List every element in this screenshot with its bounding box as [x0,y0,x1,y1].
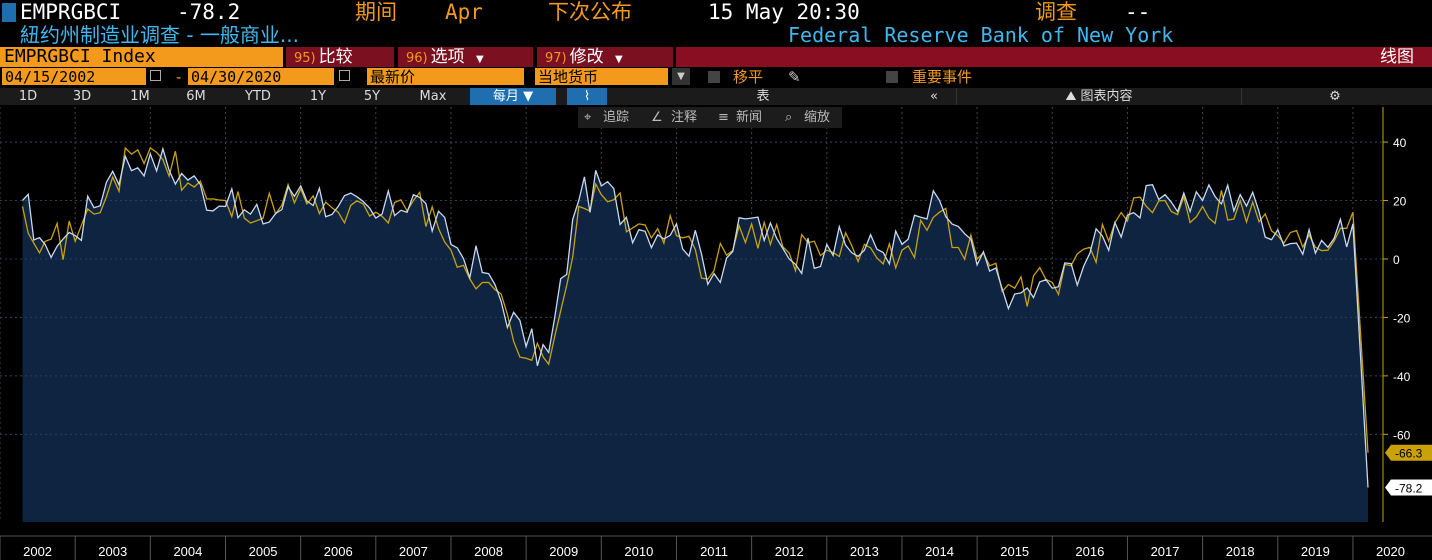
chart-type[interactable]: 线图 [676,47,1432,67]
modify-button[interactable]: 97) 修改 ▼ [537,47,673,67]
shift-label: 移平 [733,68,764,86]
period-6m[interactable]: 6M [186,89,206,104]
frequency-selector[interactable]: 每月 ▼ [470,88,556,105]
news-icon: ≡ [718,110,729,125]
shift-checkbox[interactable] [708,71,720,83]
x-tick-label: 2014 [925,544,954,559]
x-tick-label: 2003 [98,544,127,559]
x-tick-label: 2007 [399,544,428,559]
period-value: Apr [445,0,483,24]
options-button[interactable]: 96) 选项 ▼ [398,47,533,67]
chevron-down-icon[interactable]: ▼ [672,68,690,85]
field-selector[interactable]: 最新价 [367,68,524,86]
start-date-field[interactable]: 04/15/2002 [2,68,146,86]
settings-bar: 04/15/2002 - 04/30/2020 最新价 当地货币 ▼ 移平 ✎ … [0,68,1432,86]
zoom-tool[interactable]: 缩放 [804,110,831,125]
dropdown-icon: ▼ [615,54,623,65]
magnifier-icon: ⌕ [785,110,793,125]
news-tool[interactable]: 新闻 [736,110,763,125]
events-label: 重要事件 [912,68,973,86]
line-chart-icon[interactable]: ⌇ [567,88,607,105]
data-source: Federal Reserve Bank of New York [788,23,1174,47]
end-date-field[interactable]: 04/30/2020 [188,68,334,86]
description-bar: 紐约州制造业调查 - 一般商业... Federal Reserve Bank … [0,24,1432,46]
x-tick-label: 2018 [1226,544,1255,559]
period-max[interactable]: Max [419,89,447,104]
last-value-tag-white: -78.2 [1395,482,1423,496]
series-area-fill [22,148,1368,522]
gear-icon[interactable]: ⚙ [1329,89,1341,104]
x-tick-label: 2005 [249,544,278,559]
security-field[interactable]: EMPRGBCI Index [0,47,283,67]
x-tick-label: 2016 [1075,544,1104,559]
series-line-yellow [21,146,1369,453]
ticker-symbol[interactable]: EMPRGBCI [20,0,122,24]
survey-label: 调查 [1035,0,1077,24]
series-line-white [22,146,1369,488]
annotate-tool[interactable]: 注释 [671,110,698,125]
ticker-marker [2,3,16,22]
x-tick-label: 2019 [1301,544,1330,559]
x-tick-label: 2002 [23,544,52,559]
y-tick-label: 40 [1393,136,1407,150]
x-tick-label: 2015 [1000,544,1029,559]
period-3d[interactable]: 3D [72,89,92,104]
title-bar: EMPRGBCI -78.2 期间 Apr 下次公布 15 May 20:30 … [0,0,1432,24]
crosshair-icon: ⌖ [584,110,592,125]
last-value-tag-yellow-bg [1385,444,1432,461]
period-label: 期间 [355,0,397,24]
period-ytd[interactable]: YTD [245,89,271,104]
y-tick-label: -40 [1393,370,1411,384]
collapse-icon[interactable]: « [930,89,938,104]
x-tick-label: 2020 [1376,544,1405,559]
dropdown-icon: ▼ [523,89,534,104]
x-tick-label: 2008 [474,544,503,559]
chart-content-button[interactable]: ⛰ 图表内容 [956,88,1242,105]
pencil-icon[interactable]: ✎ [788,68,801,86]
period-1d[interactable]: 1D [18,89,38,104]
command-bar: EMPRGBCI Index 95) 比较 96) 选项 ▼ 97) 修改 ▼ 线图 [0,47,1432,67]
last-value-tag-yellow: -66.3 [1395,447,1423,461]
period-5y[interactable]: 5Y [363,89,381,104]
period-1m[interactable]: 1M [130,89,150,104]
y-tick-label: 20 [1393,195,1407,209]
x-tick-label: 2006 [324,544,353,559]
chart-icon: ⛰ [1065,89,1077,104]
y-tick-label: 0 [1393,253,1400,267]
last-value-tag-white-bg [1385,479,1432,496]
annotation-toolbar: ⌖ 追踪 ∠ 注释 ≡ 新闻 ⌕ 缩放 [578,107,842,128]
x-tick-label: 2013 [850,544,879,559]
pencil-icon: ∠ [651,110,663,125]
survey-value: -- [1125,0,1151,24]
x-tick-label: 2017 [1151,544,1180,559]
calendar-icon[interactable] [339,70,350,81]
dropdown-icon: ▼ [476,54,484,65]
compare-button[interactable]: 95) 比较 [286,47,394,67]
x-tick-label: 2009 [549,544,578,559]
x-tick-label: 2004 [173,544,202,559]
period-bar: 1D 3D 1M 6M YTD 1Y 5Y Max 每月 ▼ ⌇ 表 « ⛰ 图… [0,88,1432,105]
track-tool[interactable]: 追踪 [603,110,630,125]
currency-selector[interactable]: 当地货币 [535,68,668,86]
period-1y[interactable]: 1Y [309,89,327,104]
x-tick-label: 2012 [775,544,804,559]
calendar-icon[interactable] [150,70,161,81]
x-tick-label: 2010 [624,544,653,559]
date-separator: - [176,68,182,86]
events-checkbox[interactable] [886,71,898,83]
x-tick-label: 2011 [700,544,728,559]
y-tick-label: -20 [1393,311,1411,325]
y-tick-label: -60 [1393,428,1411,442]
last-value: -78.2 [177,0,241,24]
next-release-value: 15 May 20:30 [708,0,860,24]
table-button[interactable]: 表 [618,88,908,105]
series-description: 紐约州制造业调查 - 一般商业... [20,23,300,47]
next-release-label: 下次公布 [548,0,632,24]
